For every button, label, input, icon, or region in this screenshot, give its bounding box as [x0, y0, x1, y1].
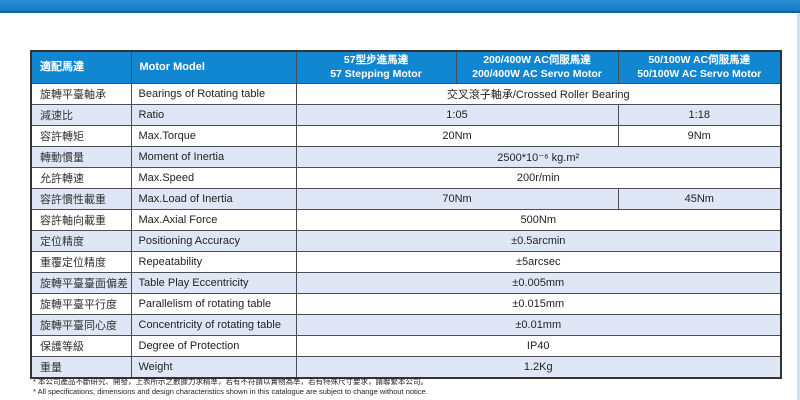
spec-label-en: Concentricity of rotating table: [130, 314, 297, 336]
spec-value: ±0.01mm: [295, 314, 782, 336]
footnote-zh: * 本公司產品不斷研究、開發，上表所示之數據力求精準，若有不符請以實物為準，若有…: [33, 377, 428, 386]
header-57-stepping-motor-en: 57 Stepping Motor: [330, 67, 422, 80]
header-50-100w-servo-motor-en: 50/100W AC Servo Motor: [637, 67, 762, 80]
spec-label-zh: 重覆定位精度: [30, 251, 132, 273]
spec-label-zh: 旋轉平臺臺面偏差: [30, 272, 132, 294]
spec-value: 1:05: [295, 104, 619, 126]
spec-label-en: Max.Speed: [130, 167, 297, 189]
footnote-en: * All specifications, dimensions and des…: [33, 387, 428, 397]
spec-value: 9Nm: [617, 125, 782, 147]
spec-value: ±0.5arcmin: [295, 230, 782, 252]
header-50-100w-servo-motor: 50/100W AC伺服馬達 50/100W AC Servo Motor: [617, 50, 782, 84]
header-200-400w-servo-motor-zh: 200/400W AC伺服馬達: [483, 53, 591, 66]
spec-label-en: Ratio: [130, 104, 297, 126]
table-row: 轉動慣量 Moment of Inertia 2500*10⁻⁶ kg.m²: [30, 146, 782, 168]
table-row: 保護等級 Degree of Protection IP40: [30, 335, 782, 357]
spec-label-zh: 容許轉矩: [30, 125, 132, 147]
header-motor-model-en: Motor Model: [130, 50, 297, 84]
spec-value: 70Nm: [295, 188, 619, 210]
spec-value: ±0.015mm: [295, 293, 782, 315]
table-row: 旋轉平臺軸承 Bearings of Rotating table 交叉滾子軸承/C…: [30, 83, 782, 105]
spec-value: 200r/min: [295, 167, 782, 189]
table-row: 重量 Weight 1.2Kg: [30, 356, 782, 379]
spec-label-en: Moment of Inertia: [130, 146, 297, 168]
header-200-400w-servo-motor-en: 200/400W AC Servo Motor: [472, 67, 602, 80]
table-row: 旋轉平臺臺面偏差 Table Play Eccentricity ±0.005mm: [30, 272, 782, 294]
spec-label-en: Parallelism of rotating table: [130, 293, 297, 315]
spec-value: ±5arcsec: [295, 251, 782, 273]
header-50-100w-servo-motor-zh: 50/100W AC伺服馬達: [648, 53, 751, 66]
spec-label-en: Degree of Protection: [130, 335, 297, 357]
table-row: 允許轉速 Max.Speed 200r/min: [30, 167, 782, 189]
table-row: 容許軸向載重 Max.Axial Force 500Nm: [30, 209, 782, 231]
spec-label-en: Positioning Accuracy: [130, 230, 297, 252]
footnotes: * 本公司產品不斷研究、開發，上表所示之數據力求精準，若有不符請以實物為準，若有…: [33, 377, 773, 397]
table-row: 容許慣性載重 Max.Load of Inertia 70Nm 45Nm: [30, 188, 782, 210]
spec-value: 45Nm: [617, 188, 782, 210]
table-row: 容許轉矩 Max.Torque 20Nm 9Nm: [30, 125, 782, 147]
header-motor-model-zh: 適配馬達: [30, 50, 132, 84]
top-accent-bar: [0, 0, 800, 13]
spec-label-zh: 保護等級: [30, 335, 132, 357]
table-row: 重覆定位精度 Repeatability ±5arcsec: [30, 251, 782, 273]
spec-value: IP40: [295, 335, 782, 357]
spec-table-container: 適配馬達 Motor Model 57型步進馬達 57 Stepping Mot…: [30, 50, 782, 379]
spec-table-body: 旋轉平臺軸承 Bearings of Rotating table 交叉滾子軸承/C…: [30, 83, 782, 379]
header-200-400w-servo-motor: 200/400W AC伺服馬達 200/400W AC Servo Motor: [455, 50, 619, 84]
spec-label-zh: 旋轉平臺同心度: [30, 314, 132, 336]
spec-label-zh: 旋轉平臺平行度: [30, 293, 132, 315]
header-57-stepping-motor: 57型步進馬達 57 Stepping Motor: [295, 50, 457, 84]
spec-value: 1.2Kg: [295, 356, 782, 379]
motor-spec-table: 適配馬達 Motor Model 57型步進馬達 57 Stepping Mot…: [30, 50, 782, 379]
spec-value: 交叉滾子軸承/Crossed Roller Bearing: [295, 83, 782, 105]
spec-label-zh: 容許慣性載重: [30, 188, 132, 210]
spec-value: 2500*10⁻⁶ kg.m²: [295, 146, 782, 168]
spec-label-en: Table Play Eccentricity: [130, 272, 297, 294]
spec-label-zh: 減速比: [30, 104, 132, 126]
spec-label-en: Bearings of Rotating table: [130, 83, 297, 105]
spec-value: ±0.005mm: [295, 272, 782, 294]
table-row: 旋轉平臺平行度 Parallelism of rotating table ±0.0…: [30, 293, 782, 315]
spec-label-en: Weight: [130, 356, 297, 379]
spec-label-en: Repeatability: [130, 251, 297, 273]
header-57-stepping-motor-zh: 57型步進馬達: [343, 53, 409, 66]
spec-label-zh: 重量: [30, 356, 132, 379]
table-row: 旋轉平臺同心度 Concentricity of rotating table ±0…: [30, 314, 782, 336]
table-row: 定位精度 Positioning Accuracy ±0.5arcmin: [30, 230, 782, 252]
spec-label-en: Max.Torque: [130, 125, 297, 147]
spec-value: 1:18: [617, 104, 782, 126]
right-edge-strip: [797, 13, 800, 400]
spec-label-en: Max.Axial Force: [130, 209, 297, 231]
spec-label-zh: 允許轉速: [30, 167, 132, 189]
spec-value: 500Nm: [295, 209, 782, 231]
spec-label-zh: 容許軸向載重: [30, 209, 132, 231]
spec-label-en: Max.Load of Inertia: [130, 188, 297, 210]
table-header-row: 適配馬達 Motor Model 57型步進馬達 57 Stepping Mot…: [30, 50, 782, 84]
spec-value: 20Nm: [295, 125, 619, 147]
spec-label-zh: 轉動慣量: [30, 146, 132, 168]
spec-label-zh: 旋轉平臺軸承: [30, 83, 132, 105]
table-row: 減速比 Ratio 1:05 1:18: [30, 104, 782, 126]
spec-label-zh: 定位精度: [30, 230, 132, 252]
